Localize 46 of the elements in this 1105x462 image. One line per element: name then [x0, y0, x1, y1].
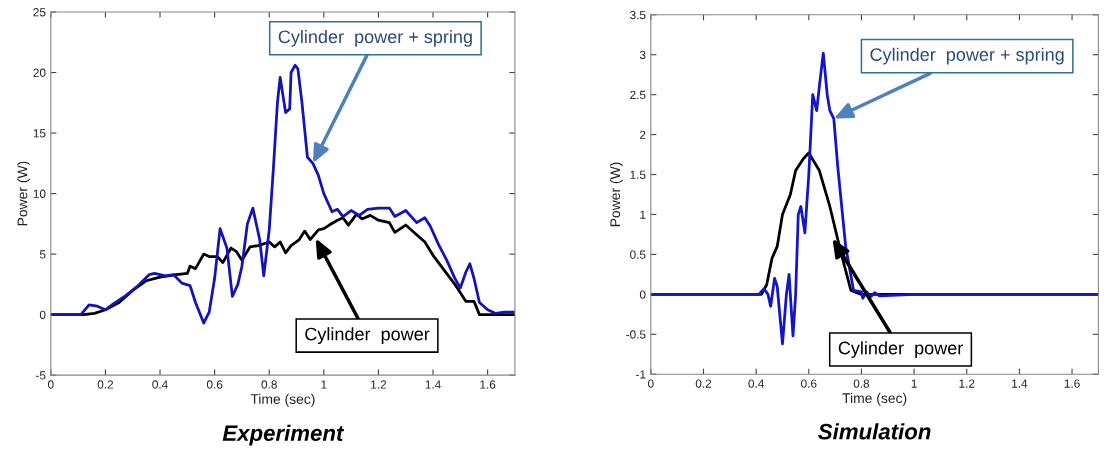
y-axis-title: Power (W): [17, 161, 31, 226]
x-tick-label: 0.2: [695, 379, 712, 388]
x-tick-label: 1.4: [425, 380, 441, 389]
x-tick-label: 0.6: [206, 380, 223, 389]
y-tick-label: 25: [33, 8, 46, 17]
x-tick-label: 1: [321, 380, 327, 389]
x-tick-label: 1.4: [1012, 379, 1028, 388]
x-tick-label: 1.2: [959, 379, 975, 388]
x-tick-label: 1.6: [480, 380, 496, 389]
x-tick-label: 0: [648, 379, 654, 388]
x-tick-label: 0.6: [801, 379, 817, 388]
y-tick-label: 0: [639, 290, 646, 299]
x-tick-label: 1.6: [1064, 379, 1080, 388]
y-tick-label: 2: [640, 130, 646, 139]
x-tick-label: 0.4: [748, 379, 765, 388]
x-axis-title: Time (sec): [250, 393, 315, 407]
line-series: [50, 63, 515, 325]
y-tick-label: -1: [636, 370, 646, 379]
y-tick-label: 2.5: [630, 90, 646, 100]
x-tick-label: 1.2: [371, 380, 387, 389]
y-tick-label: 0: [39, 310, 46, 320]
annotation: Cylinder power: [305, 327, 430, 344]
y-tick-label: 3: [639, 50, 646, 60]
text: Experiment: [222, 424, 345, 446]
x-tick-label: 0.4: [152, 380, 168, 389]
y-tick-label: 0.5: [630, 250, 646, 259]
x-tick-label: 0.8: [261, 380, 277, 389]
text: Simulation: [818, 423, 931, 440]
y-tick-label: 1.5: [630, 170, 646, 179]
x-tick-label: 0: [48, 380, 54, 389]
y-tick-label: -5: [36, 371, 46, 380]
y-tick-label: 10: [33, 189, 46, 198]
annotation: Cylinder power + spring: [870, 47, 1064, 65]
y-tick-label: 1: [640, 210, 646, 219]
y-tick-label: -0.5: [626, 330, 646, 339]
x-axis-title: Time (sec): [842, 392, 907, 406]
annotation: Cylinder power: [838, 341, 963, 358]
x-tick-label: 0.8: [853, 379, 870, 388]
y-axis-title: Power (W): [609, 162, 623, 227]
annotation: Cylinder power + spring: [278, 29, 472, 47]
y-tick-label: 15: [33, 129, 46, 138]
y-tick-label: 3.5: [630, 10, 646, 20]
y-tick-label: 5: [39, 250, 46, 259]
y-tick-label: 20: [33, 68, 46, 77]
x-tick-label: 0.2: [97, 380, 114, 389]
x-tick-label: 1: [911, 379, 917, 388]
